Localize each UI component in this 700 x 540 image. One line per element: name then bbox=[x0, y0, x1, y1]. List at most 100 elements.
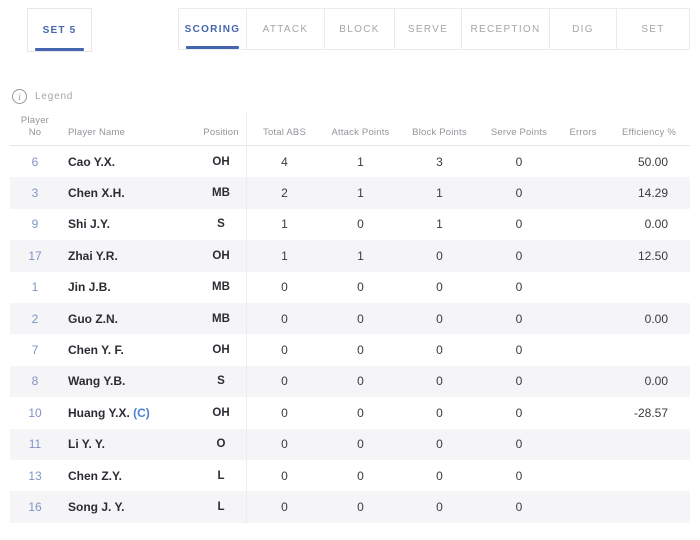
player-no-cell: 9 bbox=[31, 217, 39, 232]
total-abs-cell: 1 bbox=[281, 217, 288, 232]
player-name-cell: Wang Y.B. bbox=[68, 374, 126, 389]
tab-block[interactable]: BLOCK bbox=[325, 9, 395, 49]
table-row: 13 Chen Z.Y. L 0 0 0 0 bbox=[10, 460, 690, 491]
table-row: 10 Huang Y.X. (C) OH 0 0 0 0 -28.57 bbox=[10, 397, 690, 428]
set-5-label: SET 5 bbox=[42, 24, 77, 36]
serve-points-cell: 0 bbox=[515, 468, 523, 483]
player-name-cell: Chen Y. F. bbox=[68, 343, 124, 358]
efficiency-cell: 0.00 bbox=[644, 374, 668, 389]
serve-points-cell: 0 bbox=[515, 280, 523, 295]
serve-points-cell: 0 bbox=[515, 248, 523, 263]
position-cell: L bbox=[217, 500, 225, 513]
col-header-position: Position bbox=[203, 127, 239, 139]
player-no-cell: 8 bbox=[31, 374, 39, 389]
attack-points-cell: 0 bbox=[357, 499, 364, 514]
block-points-cell: 1 bbox=[436, 217, 443, 232]
player-name-cell: Li Y. Y. bbox=[68, 437, 105, 452]
tab-dig[interactable]: DIG bbox=[550, 9, 617, 49]
block-points-cell: 0 bbox=[436, 248, 443, 263]
col-header-efficiency: Efficiency % bbox=[622, 127, 676, 139]
captain-marker: (C) bbox=[129, 405, 150, 420]
total-abs-cell: 0 bbox=[281, 405, 288, 420]
attack-points-cell: 0 bbox=[357, 405, 364, 420]
block-points-cell: 0 bbox=[436, 280, 443, 295]
table-row: 6 Cao Y.X. OH 4 1 3 0 50.00 bbox=[10, 146, 690, 177]
legend-label: Legend bbox=[35, 91, 74, 102]
info-icon[interactable]: i bbox=[12, 89, 27, 104]
stats-table: Player No Player Name Position Total ABS… bbox=[10, 112, 690, 523]
total-abs-cell: 0 bbox=[281, 374, 288, 389]
player-name-cell: Cao Y.X. bbox=[68, 154, 116, 169]
position-cell: MB bbox=[212, 187, 230, 200]
serve-points-cell: 0 bbox=[515, 217, 523, 232]
player-no-cell: 11 bbox=[28, 437, 42, 452]
player-name-cell: Jin J.B. bbox=[68, 280, 111, 295]
tab-scoring[interactable]: SCORING bbox=[179, 9, 247, 49]
table-row: 3 Chen X.H. MB 2 1 1 0 14.29 bbox=[10, 177, 690, 209]
set-5-button[interactable]: SET 5 bbox=[27, 8, 92, 52]
block-points-cell: 0 bbox=[436, 499, 443, 514]
attack-points-cell: 0 bbox=[357, 468, 364, 483]
position-cell: OH bbox=[212, 344, 230, 357]
player-no-cell: 1 bbox=[31, 280, 39, 295]
tab-attack[interactable]: ATTACK bbox=[247, 9, 325, 49]
player-no-cell: 7 bbox=[31, 343, 39, 358]
col-header-serve-points: Serve Points bbox=[490, 127, 548, 139]
table-row: 7 Chen Y. F. OH 0 0 0 0 bbox=[10, 334, 690, 365]
total-abs-cell: 1 bbox=[281, 248, 288, 263]
attack-points-cell: 1 bbox=[357, 154, 364, 169]
col-header-block-points: Block Points bbox=[412, 127, 467, 139]
serve-points-cell: 0 bbox=[515, 186, 523, 201]
position-cell: S bbox=[217, 218, 225, 231]
stat-tabbar: SCORING ATTACK BLOCK SERVE RECEPTION DIG… bbox=[178, 8, 690, 50]
total-abs-cell: 0 bbox=[281, 437, 288, 452]
attack-points-cell: 1 bbox=[357, 186, 364, 201]
position-cell: L bbox=[217, 469, 225, 482]
player-no-cell: 13 bbox=[28, 468, 42, 483]
total-abs-cell: 0 bbox=[281, 280, 288, 295]
position-cell: MB bbox=[212, 312, 230, 325]
player-no-cell: 6 bbox=[31, 154, 39, 169]
player-name-cell: Chen X.H. bbox=[68, 186, 125, 201]
total-abs-cell: 0 bbox=[281, 311, 288, 326]
efficiency-cell: -28.57 bbox=[633, 405, 668, 420]
serve-points-cell: 0 bbox=[515, 343, 523, 358]
player-name-cell: Guo Z.N. bbox=[68, 311, 118, 326]
table-body: 6 Cao Y.X. OH 4 1 3 0 50.00 3 Chen X.H. … bbox=[10, 146, 690, 523]
total-abs-cell: 0 bbox=[281, 499, 288, 514]
efficiency-cell: 0.00 bbox=[644, 311, 668, 326]
attack-points-cell: 1 bbox=[357, 248, 364, 263]
player-no-cell: 17 bbox=[28, 248, 42, 263]
attack-points-cell: 0 bbox=[357, 343, 364, 358]
table-header-row: Player No Player Name Position Total ABS… bbox=[10, 112, 690, 146]
tab-set[interactable]: SET bbox=[641, 23, 665, 35]
tab-reception[interactable]: RECEPTION bbox=[462, 9, 550, 49]
total-abs-cell: 2 bbox=[281, 186, 288, 201]
block-points-cell: 1 bbox=[436, 186, 443, 201]
attack-points-cell: 0 bbox=[357, 280, 364, 295]
serve-points-cell: 0 bbox=[515, 437, 523, 452]
position-cell: MB bbox=[212, 281, 230, 294]
col-header-player-name: Player Name bbox=[68, 127, 126, 139]
position-cell: O bbox=[216, 438, 226, 451]
col-header-errors: Errors bbox=[569, 127, 597, 139]
total-abs-cell: 0 bbox=[281, 468, 288, 483]
serve-points-cell: 0 bbox=[515, 154, 523, 169]
serve-points-cell: 0 bbox=[515, 405, 523, 420]
player-name-cell: Shi J.Y. bbox=[68, 217, 111, 232]
table-row: 8 Wang Y.B. S 0 0 0 0 0.00 bbox=[10, 365, 690, 398]
attack-points-cell: 0 bbox=[357, 374, 364, 389]
table-row: 17 Zhai Y.R. OH 1 1 0 0 12.50 bbox=[10, 240, 690, 272]
attack-points-cell: 0 bbox=[357, 217, 364, 232]
block-points-cell: 0 bbox=[436, 437, 443, 452]
serve-points-cell: 0 bbox=[515, 499, 523, 514]
block-points-cell: 0 bbox=[436, 311, 443, 326]
col-header-attack-points: Attack Points bbox=[331, 127, 390, 139]
col-header-total-abs: Total ABS bbox=[263, 127, 306, 139]
position-cell: OH bbox=[212, 155, 230, 168]
player-no-cell: 16 bbox=[28, 499, 42, 514]
tab-serve[interactable]: SERVE bbox=[395, 9, 462, 49]
player-name-cell: Song J. Y. bbox=[68, 499, 125, 514]
player-no-cell: 2 bbox=[31, 311, 39, 326]
table-row: 1 Jin J.B. MB 0 0 0 0 bbox=[10, 272, 690, 303]
